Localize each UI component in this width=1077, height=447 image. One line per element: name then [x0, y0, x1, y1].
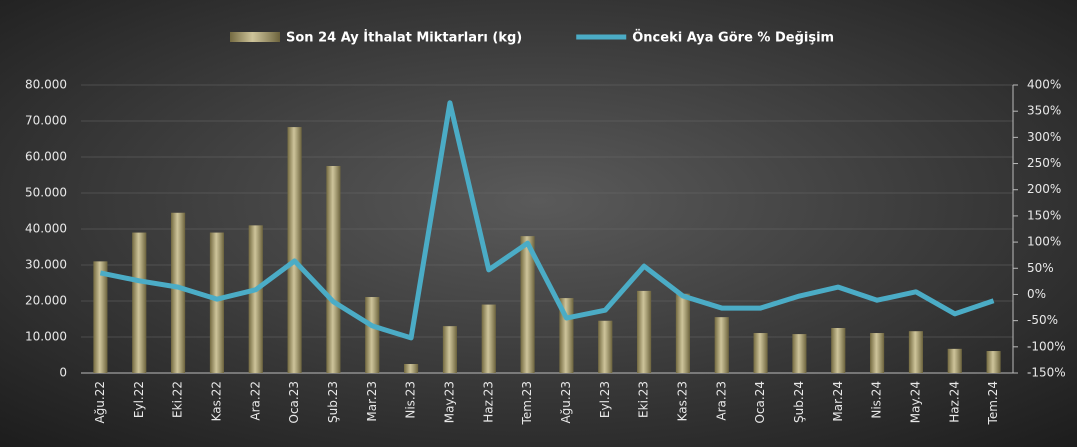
x-tick-label: Haz.24 [947, 381, 961, 423]
bar-shine [365, 297, 380, 373]
x-tick-label: Tem.23 [520, 381, 534, 425]
y2-tick-label: 0% [1027, 287, 1046, 301]
y2-tick-label: -50% [1027, 313, 1058, 327]
legend: Son 24 Ay İthalat Miktarları (kg) Önceki … [230, 30, 834, 46]
bar-shine [637, 290, 652, 373]
x-tick-label: Tem.24 [986, 381, 1000, 425]
legend-label: Son 24 Ay İthalat Miktarları (kg) [286, 30, 522, 46]
y-tick-label: 20.000 [25, 294, 67, 308]
y-tick-label: 80.000 [25, 78, 67, 92]
bar-shine [209, 232, 224, 373]
y-tick-label: 50.000 [25, 186, 67, 200]
x-tick-label: Mar.23 [365, 381, 379, 422]
y2-tick-label: -100% [1027, 339, 1066, 353]
y2-tick-label: 250% [1027, 156, 1061, 170]
bar-shine [326, 166, 341, 373]
y2-tick-label: 350% [1027, 104, 1061, 118]
x-tick-label: May.24 [908, 381, 922, 423]
bar-shine [753, 333, 768, 373]
x-tick-label: Kas.22 [209, 381, 223, 421]
x-tick-label: Ağu.23 [559, 381, 573, 424]
y-tick-label: 70.000 [25, 114, 67, 128]
bar-shine [947, 348, 962, 373]
bar-shine [404, 364, 419, 373]
x-tick-label: Nis.24 [870, 381, 884, 419]
x-tick-label: Haz.23 [481, 381, 495, 423]
x-tick-label: Ağu.22 [93, 381, 107, 424]
legend-label: Önceki Aya Göre % Değişim [632, 30, 834, 46]
y-tick-label: 40.000 [25, 222, 67, 236]
bar-shine [831, 328, 846, 373]
x-tick-label: Oca.23 [287, 381, 301, 423]
x-tick-label: Eyl.22 [132, 381, 146, 418]
y-tick-label: 0 [59, 366, 67, 380]
y2-tick-label: 300% [1027, 130, 1061, 144]
x-tick-label: Ara.23 [714, 381, 728, 421]
x-tick-label: May.23 [442, 381, 456, 423]
bar-shine [520, 236, 535, 373]
x-tick-label: Şub.23 [326, 381, 340, 423]
x-tick-label: Eki.22 [171, 381, 185, 418]
y2-tick-label: 400% [1027, 78, 1061, 92]
y2-tick-label: 50% [1027, 261, 1054, 275]
y-tick-label: 60.000 [25, 150, 67, 164]
x-tick-label: Oca.24 [753, 381, 767, 423]
bar-shine [248, 225, 263, 373]
bar-shine [986, 351, 1001, 373]
bar-shine [598, 320, 613, 373]
y2-tick-label: 150% [1027, 208, 1061, 222]
bar-shine [93, 261, 108, 373]
bar-shine [132, 232, 147, 373]
bar-shine [481, 304, 496, 373]
bar-shine [792, 334, 807, 373]
x-tick-label: Kas.23 [675, 381, 689, 421]
x-tick-label: Nis.23 [404, 381, 418, 419]
y-tick-label: 10.000 [25, 330, 67, 344]
y2-tick-label: 100% [1027, 235, 1061, 249]
bar-shine [908, 331, 923, 373]
y2-tick-label: -150% [1027, 366, 1066, 380]
y-tick-label: 30.000 [25, 258, 67, 272]
bar-shine [714, 317, 729, 373]
x-tick-label: Ara.22 [248, 381, 262, 421]
bar-shine [675, 293, 690, 373]
x-tick-label: Mar.24 [831, 381, 845, 422]
bar-shine [870, 333, 885, 373]
x-tick-label: Eyl.23 [598, 381, 612, 418]
y2-tick-label: 200% [1027, 182, 1061, 196]
bar-shine [442, 326, 457, 373]
x-tick-label: Eki.23 [637, 381, 651, 418]
legend-swatch-shine [230, 32, 280, 42]
x-tick-label: Şub.24 [792, 381, 806, 423]
line [99, 100, 995, 341]
bar-shine [171, 212, 186, 373]
bar-shine [287, 127, 302, 374]
